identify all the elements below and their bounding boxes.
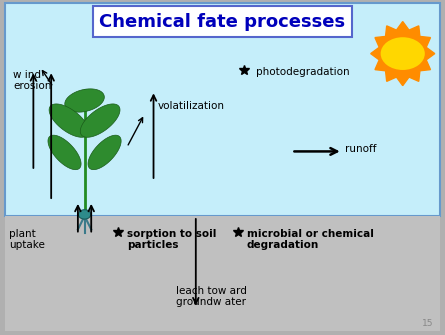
- Polygon shape: [371, 21, 435, 86]
- Text: microbial or chemical
degradation: microbial or chemical degradation: [247, 229, 374, 250]
- Text: sorption to soil
particles: sorption to soil particles: [127, 229, 216, 250]
- Circle shape: [380, 36, 426, 71]
- Text: photodegradation: photodegradation: [256, 67, 349, 77]
- Text: Chemical fate processes: Chemical fate processes: [99, 13, 346, 31]
- Polygon shape: [65, 89, 104, 112]
- Circle shape: [78, 210, 91, 219]
- Text: leach tow ard
groundw ater: leach tow ard groundw ater: [176, 286, 247, 307]
- Text: runoff: runoff: [345, 144, 376, 154]
- Text: w ind
erosion: w ind erosion: [13, 70, 52, 91]
- Polygon shape: [48, 135, 81, 170]
- Text: 15: 15: [422, 319, 434, 328]
- Text: plant
uptake: plant uptake: [9, 229, 45, 250]
- Polygon shape: [88, 135, 121, 170]
- Polygon shape: [49, 104, 89, 137]
- Polygon shape: [80, 104, 120, 137]
- FancyBboxPatch shape: [5, 3, 440, 216]
- FancyBboxPatch shape: [5, 216, 440, 331]
- Text: volatilization: volatilization: [158, 100, 225, 111]
